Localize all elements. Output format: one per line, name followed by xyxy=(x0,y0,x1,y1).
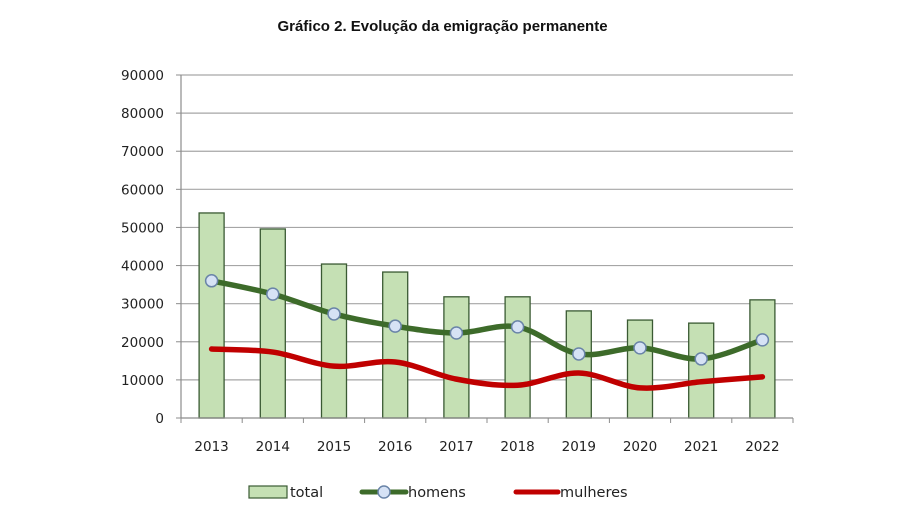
marker-homens-2020 xyxy=(633,341,647,355)
x-tick-label: 2021 xyxy=(684,439,718,455)
marker-homens-2017 xyxy=(449,326,464,340)
bar-total-2013 xyxy=(198,212,225,419)
legend-label-mulheres: mulheres xyxy=(560,485,628,501)
y-tick-label: 80000 xyxy=(121,106,164,122)
bar-total-2020 xyxy=(626,319,654,419)
marker-homens-2018 xyxy=(510,320,525,334)
bar-total-2021 xyxy=(688,322,715,419)
x-tick-label: 2013 xyxy=(194,439,228,455)
x-tick-label: 2020 xyxy=(623,439,657,455)
y-tick-label: 90000 xyxy=(121,68,164,84)
y-tick-label: 20000 xyxy=(121,335,164,351)
marker-homens-2014 xyxy=(266,287,280,301)
y-tick-label: 50000 xyxy=(121,220,164,236)
marker-homens-2016 xyxy=(388,319,402,333)
markers-homens xyxy=(204,274,770,366)
x-tick-labels: 2013 2014 2015 2016 2017 2018 2019 2020 2021 2022 xyxy=(194,439,779,455)
x-tick-label: 2016 xyxy=(378,439,412,455)
y-tick-label: 60000 xyxy=(121,182,164,198)
bar-total-2018 xyxy=(504,296,531,419)
chart-title: Gráfico 2. Evolução da emigração permane… xyxy=(277,18,608,35)
bar-total-2014 xyxy=(259,228,286,419)
x-tick-label: 2019 xyxy=(562,439,596,455)
legend-marker-homens xyxy=(377,485,391,499)
axes xyxy=(176,74,794,423)
marker-homens-2022 xyxy=(755,333,770,347)
y-tick-labels: 0 10000 20000 30000 40000 50000 60000 70000 8000… xyxy=(121,68,164,427)
y-tick-label: 0 xyxy=(155,411,164,427)
y-tick-label: 40000 xyxy=(121,259,164,275)
y-tick-label: 70000 xyxy=(121,144,164,160)
x-tick-label: 2018 xyxy=(500,439,534,455)
marker-homens-2015 xyxy=(327,307,341,321)
marker-homens-2019 xyxy=(572,347,586,361)
gridlines xyxy=(181,74,793,381)
legend: total homens mulheres xyxy=(248,485,628,501)
legend-label-homens: homens xyxy=(408,485,466,501)
bar-total-2015 xyxy=(320,263,348,419)
x-tick-label: 2015 xyxy=(317,439,351,455)
legend-swatch-total xyxy=(248,485,288,499)
legend-label-total: total xyxy=(290,485,323,501)
bar-total-2019 xyxy=(565,310,592,419)
bar-total-2016 xyxy=(382,271,409,419)
x-tick-label: 2017 xyxy=(439,439,473,455)
line-mulheres xyxy=(208,346,766,391)
lines xyxy=(208,278,766,391)
bar-total-2017 xyxy=(443,296,470,419)
line-homens xyxy=(208,278,766,362)
x-tick-label: 2022 xyxy=(745,439,779,455)
y-tick-label: 10000 xyxy=(121,373,164,389)
x-tick-label: 2014 xyxy=(256,439,290,455)
y-tick-label: 30000 xyxy=(121,297,164,313)
marker-homens-2021 xyxy=(694,352,708,366)
bar-total-2022 xyxy=(749,299,776,419)
bars-total xyxy=(198,212,776,419)
marker-homens-2013 xyxy=(204,274,219,288)
